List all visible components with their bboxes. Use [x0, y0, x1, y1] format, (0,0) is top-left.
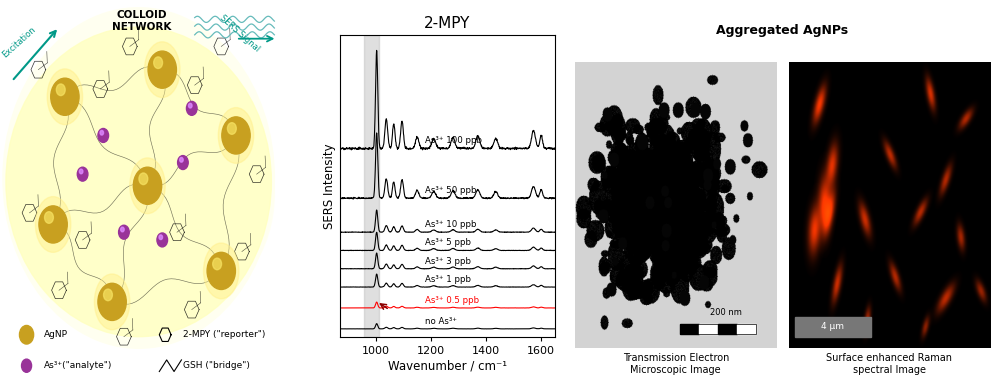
- Text: As³⁺ 5 ppb: As³⁺ 5 ppb: [425, 238, 471, 247]
- Circle shape: [148, 51, 176, 88]
- Bar: [718, 324, 737, 334]
- Circle shape: [119, 225, 129, 239]
- Text: AgNP: AgNP: [44, 330, 68, 339]
- Circle shape: [157, 233, 168, 247]
- Text: 200 nm: 200 nm: [710, 308, 742, 317]
- Ellipse shape: [94, 274, 130, 330]
- Bar: [680, 324, 699, 334]
- Y-axis label: SERS Intensity: SERS Intensity: [323, 143, 336, 229]
- X-axis label: Wavenumber / cm⁻¹: Wavenumber / cm⁻¹: [388, 360, 507, 373]
- Bar: [795, 317, 871, 337]
- Ellipse shape: [130, 158, 165, 214]
- Ellipse shape: [47, 69, 83, 125]
- Text: As³⁺ 3 ppb: As³⁺ 3 ppb: [425, 257, 471, 265]
- Circle shape: [186, 101, 197, 115]
- Circle shape: [22, 359, 32, 372]
- Circle shape: [159, 235, 163, 240]
- Text: Aggregated AgNPs: Aggregated AgNPs: [716, 24, 849, 38]
- Text: As³⁺ 1 ppb: As³⁺ 1 ppb: [425, 275, 471, 284]
- Ellipse shape: [3, 8, 274, 348]
- Text: SERS Signal: SERS Signal: [218, 14, 262, 54]
- Text: 4 μm: 4 μm: [821, 322, 844, 331]
- Circle shape: [51, 78, 79, 115]
- Circle shape: [227, 123, 236, 134]
- Text: As³⁺ 0.5 ppb: As³⁺ 0.5 ppb: [425, 296, 480, 305]
- Circle shape: [213, 258, 222, 270]
- Circle shape: [207, 252, 235, 289]
- Ellipse shape: [6, 27, 271, 337]
- Text: Transmission Electron
Microscopic Image: Transmission Electron Microscopic Image: [623, 353, 729, 375]
- Text: 2-MPY ("reporter"): 2-MPY ("reporter"): [183, 330, 265, 339]
- Text: no As³⁺: no As³⁺: [425, 317, 457, 325]
- Bar: [680, 324, 756, 334]
- Text: COLLOID
NETWORK: COLLOID NETWORK: [112, 10, 171, 32]
- Circle shape: [154, 57, 163, 68]
- Circle shape: [178, 156, 188, 170]
- Circle shape: [39, 206, 67, 243]
- Ellipse shape: [6, 62, 171, 310]
- Circle shape: [79, 169, 83, 174]
- Circle shape: [56, 84, 65, 96]
- Bar: [737, 324, 756, 334]
- Text: As³⁺ 50 ppb: As³⁺ 50 ppb: [425, 187, 477, 195]
- Circle shape: [45, 212, 53, 223]
- Circle shape: [100, 130, 104, 135]
- Circle shape: [98, 128, 109, 142]
- Text: As³⁺("analyte"): As³⁺("analyte"): [44, 361, 113, 370]
- Circle shape: [77, 167, 88, 181]
- Circle shape: [180, 158, 183, 162]
- Circle shape: [98, 283, 126, 320]
- Text: Surface enhanced Raman
spectral Image: Surface enhanced Raman spectral Image: [826, 353, 952, 375]
- Circle shape: [133, 167, 162, 204]
- Text: As³⁺ 100 ppb: As³⁺ 100 ppb: [425, 136, 482, 145]
- Circle shape: [139, 173, 148, 185]
- Circle shape: [104, 289, 112, 301]
- Ellipse shape: [204, 243, 239, 299]
- Ellipse shape: [109, 85, 274, 302]
- Title: 2-MPY: 2-MPY: [424, 16, 471, 31]
- Bar: [699, 324, 718, 334]
- Text: Excitation: Excitation: [0, 25, 37, 60]
- Text: As³⁺ 10 ppb: As³⁺ 10 ppb: [425, 220, 477, 229]
- Circle shape: [222, 117, 250, 154]
- Ellipse shape: [218, 108, 254, 163]
- Bar: [364, 35, 379, 337]
- Ellipse shape: [35, 197, 71, 252]
- Ellipse shape: [145, 42, 180, 98]
- Ellipse shape: [35, 23, 242, 194]
- Circle shape: [121, 227, 124, 232]
- Text: GSH ("bridge"): GSH ("bridge"): [183, 361, 250, 370]
- Circle shape: [189, 103, 192, 108]
- Circle shape: [19, 325, 34, 344]
